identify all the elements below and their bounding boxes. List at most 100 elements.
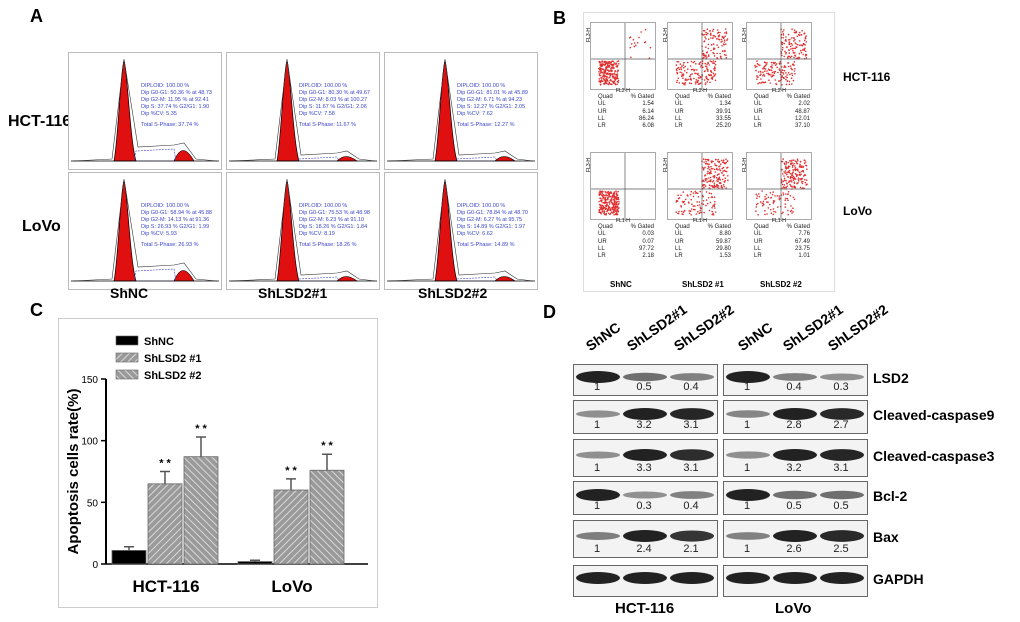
significance-mark: * * [159,458,171,470]
band-quantification: 0.5 [636,381,652,393]
total-sphase: Total S-Phase: 11.67 % [299,122,357,128]
protein-band [726,451,770,459]
stats-line: Dip G0-G1: 58.94 % at 45.88 [141,210,212,216]
quad-header: Quad [754,224,769,230]
cell-cycle-histogram: DIPLOID: 100.00 % Dip G0-G1: 58.94 % at 4… [68,172,222,290]
quad-name: LL [598,115,605,122]
band-quantification: 3.2 [786,462,802,474]
lane-header: ShNC [734,319,776,354]
protein-name: GAPDH [873,571,924,587]
apoptosis-bar-chart: 0 50 100 150 Apoptosis cells rate(%) * * * * HC… [65,335,368,596]
blot-strip [723,400,868,434]
legend-swatch [115,369,139,380]
protein-band [773,449,817,461]
stats-line: DIPLOID: 100.00 % [457,203,506,209]
quad-value: 67.49 [794,238,810,245]
quad-value: 29.80 [715,245,731,252]
protein-band [820,572,864,584]
quad-header: Quad [598,224,613,230]
quad-name: LR [598,123,606,130]
stats-line: Dip %CV: 5.35 [141,111,177,117]
flow-y-axis-label: FL3-H [662,28,669,42]
error-bar [124,545,134,551]
protein-band [623,572,667,584]
stats-line: DIPLOID: 100.00 % [141,203,190,209]
quad-value: 23.75 [794,245,810,252]
error-bar [196,436,206,457]
quad-value: 0.07 [642,238,654,245]
bar [111,550,147,565]
band-quantification: 0.3 [833,381,849,393]
flow-x-axis-label: FL1-H [772,218,786,224]
protein-band [623,372,667,382]
histogram-plot [71,178,219,282]
quad-name: UL [675,101,683,108]
protein-band [623,530,667,542]
histogram-stats: DIPLOID: 100.00 % Dip G0-G1: 80.30 % at 4… [299,83,370,129]
dot-scatter [591,23,655,89]
y-tick-label: 150 [81,375,98,386]
histogram-stats: DIPLOID: 100.00 % Dip G0-G1: 81.01 % at 4… [457,83,528,129]
quad-value: 1.01 [798,253,810,260]
panel-label-b: B [553,8,566,28]
group-label-lovo: LoVo [775,600,812,617]
flow-x-axis-label: FL2-H [616,88,630,94]
quad-name: LL [675,245,682,252]
total-sphase: Total S-Phase: 18.26 % [299,242,357,248]
quadrant-table: Quad % Gated UL 2.02 UR 48.87 LL 12.01 LR 37.10 [746,94,810,130]
y-tick-label: 50 [87,498,99,509]
blot-bands [576,449,714,461]
stats-line: Dip S: 14.89 % G2/G1: 1.97 [457,224,526,230]
panel-a-row-label-hct116: HCT-116 [8,113,72,130]
legend-label: ShLSD2 #2 [144,370,201,382]
panel-a-col-label-shnc: ShNC [110,285,149,301]
protein-band [820,449,864,461]
quad-header: % Gated [707,224,731,230]
blot-strip [573,481,718,515]
band-quantification: 1 [743,500,751,512]
bar [273,489,309,565]
lane-header: ShNC [582,319,624,354]
y-axis-label: Apoptosis cells rate(%) [65,389,82,555]
quad-name: UL [598,101,606,108]
y-tick-label: 100 [81,437,98,448]
protein-band [670,373,714,381]
band-quantification: 0.4 [683,381,699,393]
band-quantification: 1 [593,419,601,431]
protein-band [820,373,864,381]
flow-x-axis-label: FL2-H [772,88,786,94]
panel-label-c: C [30,300,43,320]
band-quantification: 1 [593,381,601,393]
protein-band [726,572,770,584]
band-quantification: 1 [593,462,601,474]
band-quantification: 1 [593,543,601,555]
flow-x-axis-label: FL2-H [693,88,707,94]
quad-name: LR [675,123,683,130]
quad-header: % Gated [630,224,654,230]
quadrant-table: Quad % Gated UL 8.80 UR 59.87 LL 29.80 LR 1.53 [667,224,731,260]
significance-mark: * * [195,423,207,435]
protein-band [670,491,714,499]
protein-band [726,410,770,418]
protein-name: Bcl-2 [873,488,908,504]
quadrant-table: Quad % Gated UL 0.03 UR 0.07 LL 97.72 LR 2.18 [590,224,654,260]
protein-band [726,532,770,540]
protein-band [576,489,620,501]
stats-line: Dip %CV: 7.58 [299,111,335,117]
panel-b-row-label-hct116: HCT-116 [843,70,891,84]
blot-bands [726,572,864,584]
blot-strip [573,520,718,558]
band-quantification: 0.5 [786,500,802,512]
blot-strip [573,400,718,434]
stats-line: Dip %CV: 5.93 [141,231,177,237]
band-quantification: 0.4 [786,381,802,393]
stats-line: Dip %CV: 6.62 [457,231,493,237]
quad-name: LL [754,245,761,252]
dot-scatter [668,23,732,89]
legend-swatch [115,352,139,363]
protein-name: LSD2 [873,370,909,386]
quad-name: UR [598,108,607,115]
quad-value: 2.02 [798,101,810,108]
group-label-hct116: HCT-116 [615,600,675,617]
quad-name: LR [754,253,762,260]
